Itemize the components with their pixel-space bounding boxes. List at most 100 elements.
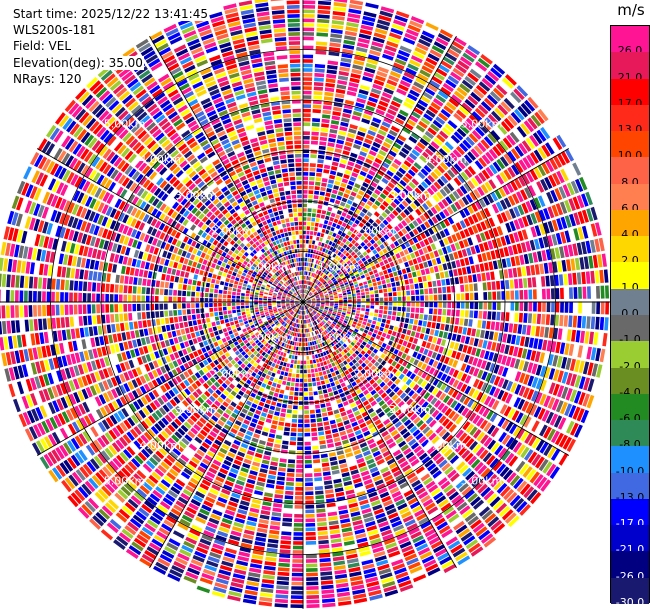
- range-gate: [404, 519, 416, 527]
- range-gate: [477, 483, 488, 494]
- range-gate: [408, 389, 415, 397]
- range-gate: [190, 415, 198, 423]
- range-gate: [263, 378, 269, 384]
- range-gate: [323, 393, 329, 398]
- range-gate: [532, 132, 543, 145]
- range-gate: [318, 290, 322, 293]
- range-gate: [331, 264, 336, 269]
- range-gate: [335, 354, 340, 360]
- range-gate: [383, 338, 389, 344]
- range-gate: [313, 290, 317, 294]
- range-gate: [376, 225, 382, 232]
- range-gate: [513, 88, 525, 101]
- range-gate: [425, 374, 432, 382]
- range-gate: [306, 304, 310, 307]
- range-gate: [427, 281, 433, 288]
- range-gate: [390, 243, 396, 249]
- range-gate: [409, 565, 423, 574]
- range-gate: [349, 377, 355, 383]
- range-gate: [465, 438, 475, 448]
- range-gate: [347, 322, 352, 326]
- range-gate: [591, 379, 599, 394]
- range-gate: [482, 282, 487, 291]
- range-gate: [209, 446, 218, 454]
- range-gate: [253, 362, 258, 368]
- range-gate: [370, 294, 375, 298]
- range-gate: [501, 301, 506, 311]
- range-gate: [238, 504, 249, 511]
- range-gate: [474, 174, 483, 185]
- range-gate: [367, 154, 375, 161]
- range-gate: [319, 256, 323, 261]
- range-gate: [315, 286, 319, 290]
- range-gate: [279, 389, 285, 394]
- range-gate: [528, 185, 537, 197]
- range-gate: [328, 231, 334, 236]
- range-gate: [390, 220, 397, 228]
- range-gate: [280, 449, 288, 454]
- range-gate: [271, 456, 279, 462]
- range-gate: [414, 345, 421, 352]
- range-gate: [279, 325, 284, 330]
- range-gate: [197, 487, 207, 495]
- range-gate: [289, 441, 296, 446]
- range-gate: [556, 355, 563, 368]
- range-gate: [330, 193, 337, 199]
- range-gate: [257, 527, 268, 534]
- range-gate: [438, 415, 447, 424]
- range-gate: [225, 408, 232, 415]
- range-gate: [246, 430, 254, 437]
- range-gate: [136, 534, 149, 544]
- range-gate: [414, 395, 422, 403]
- range-gate: [227, 394, 235, 400]
- range-gate: [551, 219, 559, 232]
- range-gate: [391, 331, 397, 337]
- range-gate: [514, 358, 521, 369]
- range-gate: [273, 415, 279, 421]
- range-gate: [338, 297, 343, 300]
- range-gate: [348, 270, 353, 275]
- range-gate: [360, 503, 371, 510]
- range-gate: [323, 310, 328, 313]
- range-gate: [209, 551, 222, 559]
- range-gate: [453, 163, 463, 173]
- range-gate: [545, 142, 555, 155]
- range-gate: [373, 550, 386, 558]
- range-gate: [197, 433, 206, 441]
- range-gate: [467, 165, 477, 176]
- range-gate: [381, 121, 391, 128]
- range-gate: [313, 309, 317, 313]
- range-gate: [406, 290, 411, 296]
- range-gate: [316, 508, 326, 513]
- range-gate: [334, 338, 339, 343]
- range-gate: [304, 446, 311, 451]
- range-gate: [364, 204, 371, 210]
- range-gate: [267, 543, 278, 549]
- range-gate: [388, 391, 396, 398]
- range-gate: [393, 433, 401, 441]
- range-gate: [399, 191, 407, 199]
- range-gate: [315, 409, 321, 414]
- range-gate: [372, 161, 380, 169]
- range-gate: [353, 597, 368, 604]
- range-gate: [340, 333, 345, 338]
- range-gate: [369, 327, 374, 333]
- range-gate: [399, 263, 405, 269]
- range-gate: [288, 459, 295, 464]
- range-gate: [264, 492, 273, 498]
- range-gate: [305, 324, 308, 328]
- range-gate: [335, 578, 348, 584]
- range-gate: [407, 24, 421, 33]
- range-gate: [375, 75, 386, 82]
- range-gate: [246, 450, 255, 456]
- range-gate: [467, 216, 475, 225]
- range-gate: [332, 313, 336, 316]
- range-gate: [452, 67, 465, 78]
- range-gate: [312, 322, 315, 326]
- range-gate: [306, 226, 311, 231]
- range-gate: [390, 178, 398, 186]
- range-gate: [444, 270, 449, 278]
- range-gate: [540, 479, 551, 492]
- range-gate: [415, 487, 426, 496]
- range-gate: [477, 320, 482, 329]
